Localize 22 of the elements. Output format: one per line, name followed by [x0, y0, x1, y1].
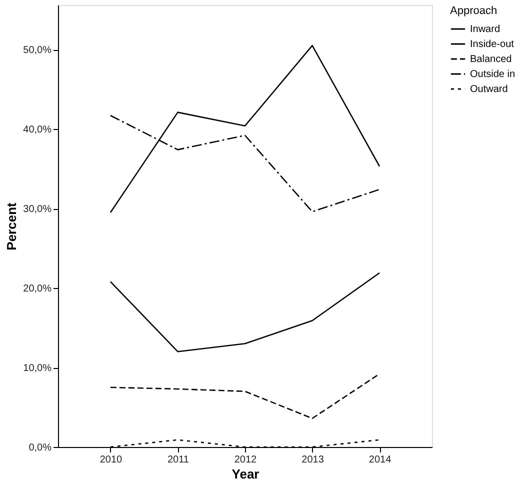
line-series — [110, 373, 380, 420]
x-tick-label: 2013 — [302, 454, 324, 466]
legend-label: Inside-out — [470, 39, 514, 50]
y-axis-title: Percent — [4, 202, 20, 250]
x-tick-label: 2011 — [167, 454, 190, 466]
y-tick-label: 0,0% — [28, 442, 52, 454]
y-tick-label: 50,0% — [23, 45, 52, 56]
x-tick-label: 2010 — [100, 454, 123, 466]
line-series — [110, 272, 380, 352]
x-tick-label: 2014 — [368, 454, 392, 466]
y-tick-label: 30,0% — [23, 204, 52, 216]
y-tick-label: 20,0% — [23, 284, 52, 295]
x-tick-label: 2012 — [234, 454, 258, 466]
line-series — [110, 44, 380, 214]
legend-label: Outward — [470, 84, 508, 95]
legend-label: Balanced — [470, 54, 512, 65]
legend-label: Outside in — [470, 69, 516, 80]
y-tick-label: 10,0% — [23, 363, 52, 374]
y-tick-label: 40,0% — [23, 124, 52, 136]
legend-label: Inward — [470, 24, 500, 35]
x-axis-title: Year — [232, 466, 260, 482]
legend-title: Approach — [450, 5, 498, 17]
